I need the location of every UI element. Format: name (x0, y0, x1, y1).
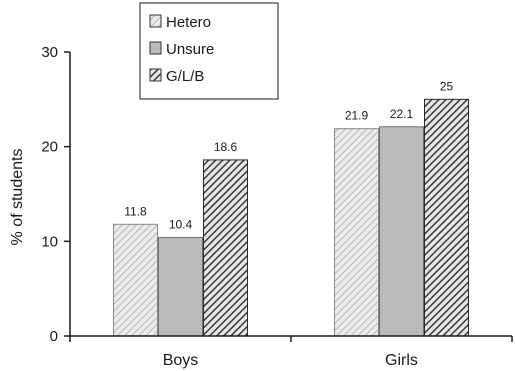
legend: Hetero Unsure G/L/B (140, 3, 278, 99)
data-label: 18.6 (214, 140, 238, 154)
y-tick-label: 20 (41, 139, 58, 156)
bar-hetero-boys (114, 224, 158, 336)
x-ticks-group (70, 336, 512, 342)
y-axis-title: % of students (9, 149, 26, 246)
data-label: 10.4 (169, 218, 193, 232)
data-label: 11.8 (124, 204, 147, 218)
bar-hetero-girls (335, 129, 379, 336)
legend-swatch-g-l-b (150, 69, 161, 81)
y-ticks-group: 0 10 20 30 (41, 44, 70, 345)
legend-label: Unsure (166, 41, 214, 58)
y-tick-label: 0 (50, 328, 58, 345)
bars-group (114, 99, 469, 336)
legend-swatch-hetero (150, 15, 161, 27)
bar-g-l-b-boys (204, 160, 248, 336)
y-tick-label: 30 (41, 44, 58, 61)
legend-swatch-unsure (150, 42, 161, 54)
y-tick-label: 10 (41, 233, 58, 250)
bar-unsure-boys (159, 238, 203, 336)
category-label: Boys (163, 352, 199, 369)
data-label: 25 (440, 79, 454, 93)
bar-g-l-b-girls (425, 99, 469, 336)
data-label: 21.9 (345, 109, 369, 123)
category-label: Girls (385, 352, 418, 369)
data-label: 22.1 (390, 107, 414, 121)
legend-label: Hetero (166, 14, 211, 31)
category-labels-group: Boys Girls (163, 352, 418, 369)
legend-label: G/L/B (166, 68, 204, 85)
bar-unsure-girls (380, 127, 424, 336)
